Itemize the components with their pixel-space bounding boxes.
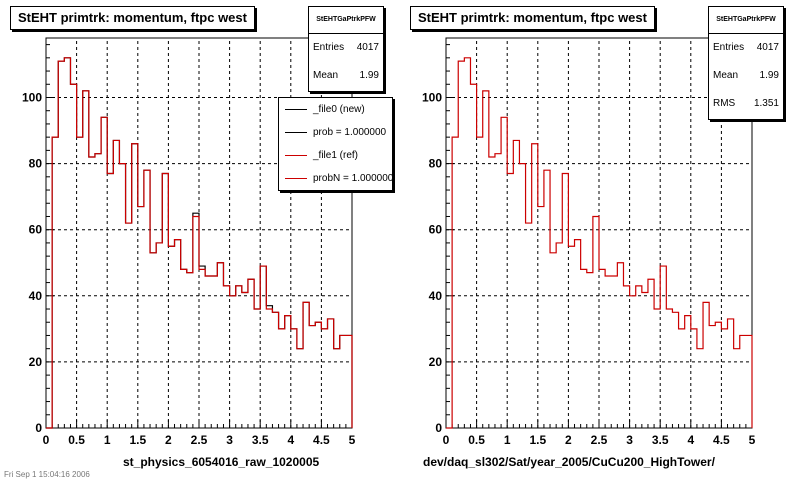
y-tick-label: 40 xyxy=(429,289,443,303)
plot-title-left: StEHT primtrk: momentum, ftpc west xyxy=(10,6,255,30)
stats-name-right: StEHTGaPtrkPFW xyxy=(709,7,783,34)
stats-row-mean-right: Mean 1.99 xyxy=(709,62,783,90)
x-tick-label: 0 xyxy=(443,433,450,447)
stats-label: Entries xyxy=(313,42,345,53)
y-tick-label: 80 xyxy=(29,157,43,171)
histogram-series-file1-ref xyxy=(46,57,353,429)
x-tick-label: 2 xyxy=(165,433,172,447)
y-tick-label: 60 xyxy=(429,223,443,237)
y-tick-label: 100 xyxy=(22,90,42,104)
y-tick-label: 100 xyxy=(422,90,442,104)
plot-area-right: 0 0.5 1 1.5 2 2.5 3 3.5 4 4.5 5 0 20 40 60 80 100 xyxy=(422,37,756,447)
stats-label: Entries xyxy=(713,42,745,53)
stats-row-mean-left: Mean 1.99 xyxy=(309,62,383,90)
x-tick-label: 1.5 xyxy=(129,433,146,447)
y-tick-label: 80 xyxy=(429,157,443,171)
legend-label: probN = 1.000000 xyxy=(313,173,393,184)
x-tick-label: 4 xyxy=(287,433,294,447)
histogram-pad-right: 0 0.5 1 1.5 2 2.5 3 3.5 4 4.5 5 0 20 40 60 80 100 StEHT … xyxy=(400,0,800,480)
x-tick-label: 4.5 xyxy=(713,433,730,447)
y-tick-label: 20 xyxy=(29,355,43,369)
stats-value: 1.99 xyxy=(359,70,379,81)
legend-swatch xyxy=(285,178,307,179)
x-tick-label: 5 xyxy=(349,433,356,447)
x-tick-label: 2.5 xyxy=(591,433,608,447)
x-tick-label: 1.5 xyxy=(529,433,546,447)
x-tick-label: 3 xyxy=(626,433,633,447)
x-tick-label: 4.5 xyxy=(313,433,330,447)
x-tick-label: 1 xyxy=(504,433,511,447)
x-tick-label: 3.5 xyxy=(252,433,269,447)
stats-box-left: StEHTGaPtrkPFW Entries 4017 Mean 1.99 xyxy=(308,6,384,92)
plot-title-right: StEHT primtrk: momentum, ftpc west xyxy=(410,6,655,30)
x-axis-title-left: st_physics_6054016_raw_1020005 xyxy=(123,455,320,469)
x-tick-label: 3 xyxy=(226,433,233,447)
legend-box: _file0 (new) prob = 1.000000 _file1 (ref… xyxy=(278,97,393,191)
histogram-series-series-0 xyxy=(446,57,753,429)
x-tick-label: 5 xyxy=(749,433,756,447)
legend-label: _file0 (new) xyxy=(313,104,365,115)
stats-row-rms-right: RMS 1.351 xyxy=(709,90,783,118)
legend-label: _file1 (ref) xyxy=(313,150,359,161)
stats-value: 4017 xyxy=(756,42,779,53)
timestamp-footer: Fri Sep 1 15:04:16 2006 xyxy=(4,470,90,479)
stats-name-left: StEHTGaPtrkPFW xyxy=(309,7,383,34)
x-tick-label: 0.5 xyxy=(68,433,85,447)
x-tick-label: 0.5 xyxy=(468,433,485,447)
stats-label: Mean xyxy=(713,70,739,81)
histogram-pad-left: 0 0.5 1 1.5 2 2.5 3 3.5 4 4.5 5 0 20 40 60 80 100 StEHT … xyxy=(10,6,393,469)
histogram-plot-right: 0 0.5 1 1.5 2 2.5 3 3.5 4 4.5 5 0 20 40 60 80 100 xyxy=(422,37,756,447)
legend-swatch xyxy=(285,155,307,156)
stats-label: RMS xyxy=(713,98,736,109)
x-tick-label: 1 xyxy=(104,433,111,447)
stats-box-right: StEHTGaPtrkPFW Entries 4017 Mean 1.99 RM… xyxy=(708,6,784,120)
legend-swatch xyxy=(285,132,307,133)
stats-value: 1.99 xyxy=(759,70,779,81)
stats-row-entries-left: Entries 4017 xyxy=(309,34,383,62)
y-tick-label: 20 xyxy=(429,355,443,369)
stats-row-entries-right: Entries 4017 xyxy=(709,34,783,62)
legend-entry-file1: _file1 (ref) xyxy=(279,144,392,167)
y-tick-label: 60 xyxy=(29,223,43,237)
stats-value: 1.351 xyxy=(753,98,779,109)
x-tick-label: 0 xyxy=(43,433,50,447)
legend-entry-probn: probN = 1.000000 xyxy=(279,167,392,190)
legend-entry-file0: _file0 (new) xyxy=(279,98,392,121)
x-tick-label: 4 xyxy=(687,433,694,447)
stats-label: Mean xyxy=(313,70,339,81)
stats-value: 4017 xyxy=(356,42,379,53)
y-tick-label: 0 xyxy=(35,421,42,435)
y-tick-label: 40 xyxy=(29,289,43,303)
y-tick-label: 0 xyxy=(435,421,442,435)
legend-label: prob = 1.000000 xyxy=(313,127,387,138)
x-tick-label: 3.5 xyxy=(652,433,669,447)
legend-swatch xyxy=(285,109,307,110)
x-axis-title-right: dev/daq_sl302/Sat/year_2005/CuCu200_High… xyxy=(423,455,715,469)
legend-entry-prob: prob = 1.000000 xyxy=(279,121,392,144)
x-tick-label: 2.5 xyxy=(191,433,208,447)
x-tick-label: 2 xyxy=(565,433,572,447)
